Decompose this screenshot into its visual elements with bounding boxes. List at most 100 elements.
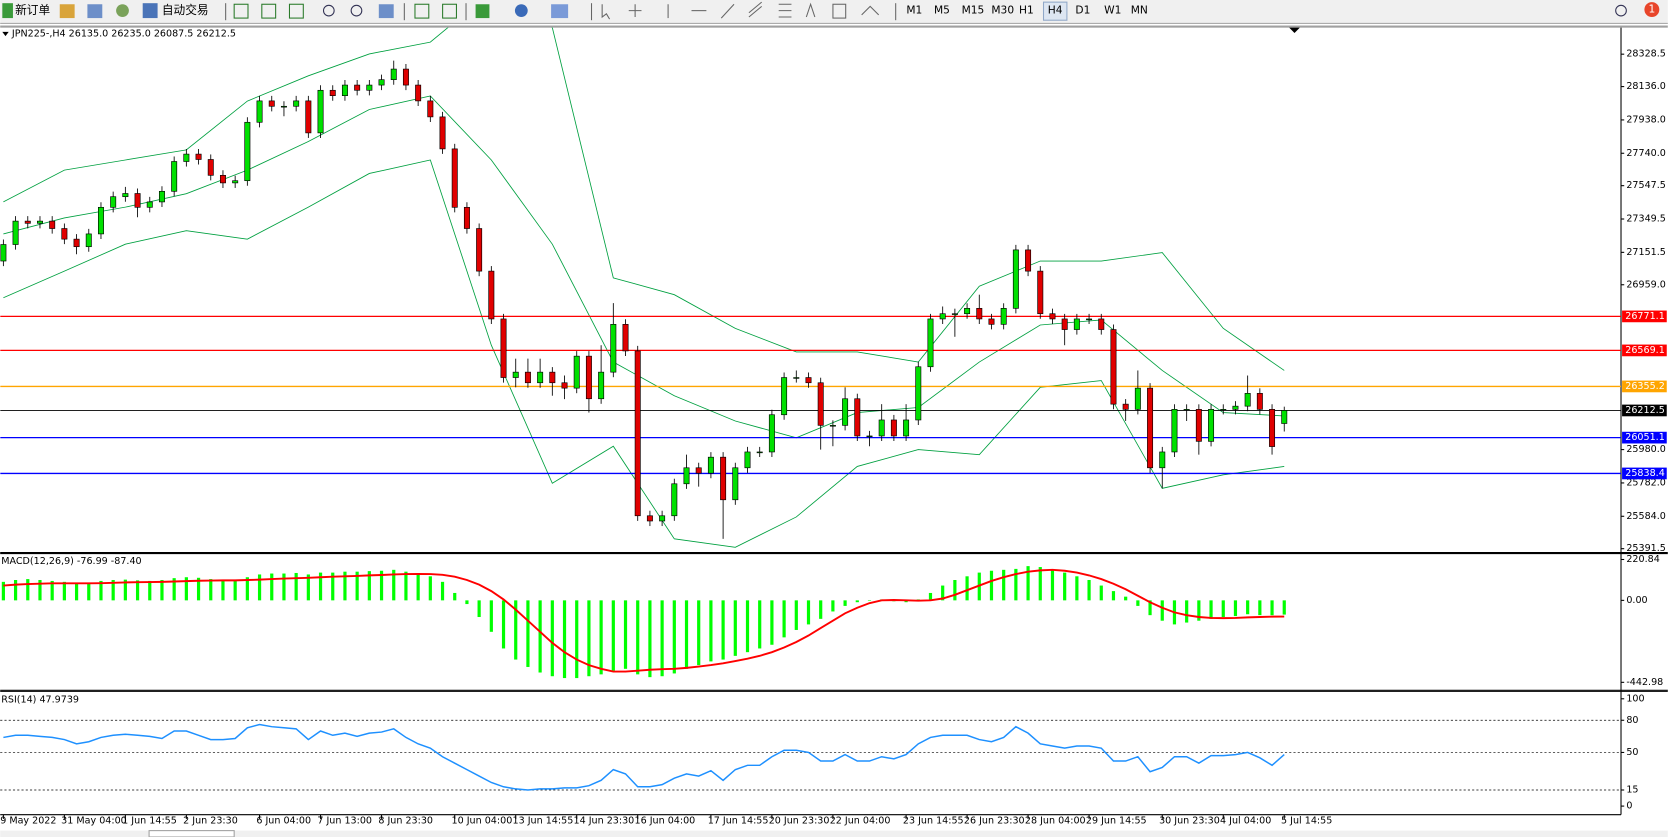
macd-bar bbox=[758, 600, 762, 649]
y-tick-label: 15 bbox=[1626, 784, 1638, 795]
candle-body bbox=[1220, 409, 1227, 411]
x-tick-label: 5 Jul 14:55 bbox=[1281, 816, 1332, 827]
new-order-button[interactable]: 新订单 bbox=[2, 3, 50, 19]
timeframe-button[interactable]: M15 bbox=[962, 4, 985, 17]
icon[interactable] bbox=[748, 1, 763, 18]
candle-body bbox=[903, 419, 910, 437]
candle-body bbox=[610, 324, 617, 373]
candle-body bbox=[878, 419, 885, 437]
macd-bar bbox=[50, 580, 54, 601]
y-tick-label: 220.84 bbox=[1626, 554, 1659, 565]
macd-bar bbox=[123, 579, 127, 601]
chart-shift-marker[interactable] bbox=[1289, 27, 1300, 33]
icon[interactable] bbox=[861, 5, 880, 16]
timeframe-button[interactable]: D1 bbox=[1075, 4, 1090, 17]
y-tick-label: 28136.0 bbox=[1626, 81, 1666, 92]
macd-bar bbox=[1050, 569, 1055, 601]
icon[interactable] bbox=[601, 4, 611, 20]
macd-bar bbox=[416, 573, 420, 601]
x-tick-label: 4 Jul 04:00 bbox=[1220, 816, 1271, 827]
toolbar: 新订单 自动交易 bbox=[0, 0, 1668, 24]
icon[interactable] bbox=[87, 4, 103, 19]
macd-bar bbox=[148, 580, 152, 601]
candle-body bbox=[427, 100, 434, 118]
macd-bar bbox=[721, 600, 725, 660]
price-level-label: 26569.1 bbox=[1625, 345, 1665, 356]
macd-bar bbox=[87, 582, 91, 601]
candle-body bbox=[512, 371, 519, 378]
icon[interactable] bbox=[778, 3, 792, 18]
rsi-title: RSI(14) 47.9739 bbox=[1, 694, 79, 705]
macd-bar bbox=[1221, 600, 1225, 618]
icon[interactable] bbox=[720, 3, 735, 19]
icon[interactable] bbox=[378, 4, 394, 19]
macd-bar bbox=[855, 600, 859, 603]
icon[interactable] bbox=[350, 4, 363, 17]
y-tick-label: 25782.0 bbox=[1626, 477, 1666, 488]
x-tick-label: 28 Jun 04:00 bbox=[1025, 816, 1086, 827]
candle-body bbox=[463, 206, 470, 229]
candle-body bbox=[866, 435, 873, 438]
candle-body bbox=[793, 377, 800, 379]
auto-trading-button[interactable]: 自动交易 bbox=[142, 3, 209, 19]
candle-body bbox=[1049, 313, 1056, 320]
macd-bar bbox=[343, 571, 347, 601]
macd-bar bbox=[1246, 600, 1250, 615]
icon[interactable] bbox=[116, 4, 129, 18]
icon[interactable] bbox=[261, 3, 277, 19]
candle-body bbox=[671, 483, 678, 517]
price-level-tag bbox=[1622, 467, 1667, 480]
active-tab[interactable] bbox=[148, 830, 235, 837]
timeframe-selected[interactable] bbox=[1042, 1, 1068, 21]
macd-bar bbox=[648, 600, 652, 678]
candle-body bbox=[988, 318, 995, 325]
candle-body bbox=[158, 190, 165, 203]
icon[interactable] bbox=[805, 2, 816, 18]
macd-bar bbox=[965, 576, 969, 601]
macd-bar bbox=[111, 580, 115, 601]
icon[interactable] bbox=[442, 3, 457, 19]
candle-body bbox=[683, 467, 690, 485]
timeframe-button[interactable]: H4 bbox=[1048, 4, 1063, 17]
candle-body bbox=[171, 161, 178, 192]
macd-bar bbox=[709, 600, 713, 662]
new-order-label: 新订单 bbox=[15, 3, 50, 17]
icon[interactable] bbox=[233, 3, 249, 19]
x-tick-label: 14 Jun 23:30 bbox=[574, 816, 635, 827]
macd-bar bbox=[1063, 572, 1067, 601]
macd-bar bbox=[867, 600, 872, 601]
icon[interactable] bbox=[514, 4, 528, 18]
candle-body bbox=[293, 100, 300, 107]
macd-bar bbox=[294, 572, 298, 601]
timeframe-button[interactable]: M1 bbox=[906, 4, 922, 17]
macd-bar bbox=[953, 580, 957, 601]
notification-badge[interactable] bbox=[1644, 2, 1660, 18]
timeframe-button[interactable]: H1 bbox=[1019, 4, 1034, 17]
macd-bar bbox=[697, 600, 701, 666]
macd-bar bbox=[1270, 600, 1274, 616]
x-tick-label: 7 Jun 13:00 bbox=[317, 816, 372, 827]
timeframe-button[interactable]: M30 bbox=[991, 4, 1014, 17]
icon[interactable] bbox=[288, 3, 304, 19]
y-tick-label: 27151.5 bbox=[1626, 247, 1666, 258]
x-tick-label: 16 Jun 04:00 bbox=[635, 816, 696, 827]
icon[interactable] bbox=[475, 4, 490, 19]
macd-bar bbox=[514, 600, 518, 660]
x-tick-label: 22 Jun 04:00 bbox=[830, 816, 891, 827]
icon[interactable] bbox=[59, 4, 75, 19]
icon[interactable] bbox=[832, 3, 847, 19]
icon[interactable] bbox=[322, 4, 335, 17]
icon[interactable] bbox=[414, 3, 430, 19]
icon[interactable] bbox=[628, 4, 642, 18]
timeframe-button[interactable]: W1 bbox=[1104, 4, 1121, 17]
bollinger-upper bbox=[3, 27, 1285, 371]
macd-bar bbox=[453, 592, 457, 601]
icon[interactable] bbox=[551, 4, 569, 19]
timeframe-button[interactable]: M5 bbox=[934, 4, 950, 17]
macd-bar bbox=[733, 600, 737, 656]
timeframe-button[interactable]: MN bbox=[1131, 4, 1148, 17]
candle-body bbox=[451, 148, 458, 208]
candle-body bbox=[61, 228, 68, 240]
search-icon[interactable] bbox=[1615, 4, 1627, 17]
price-plot bbox=[0, 27, 1622, 548]
